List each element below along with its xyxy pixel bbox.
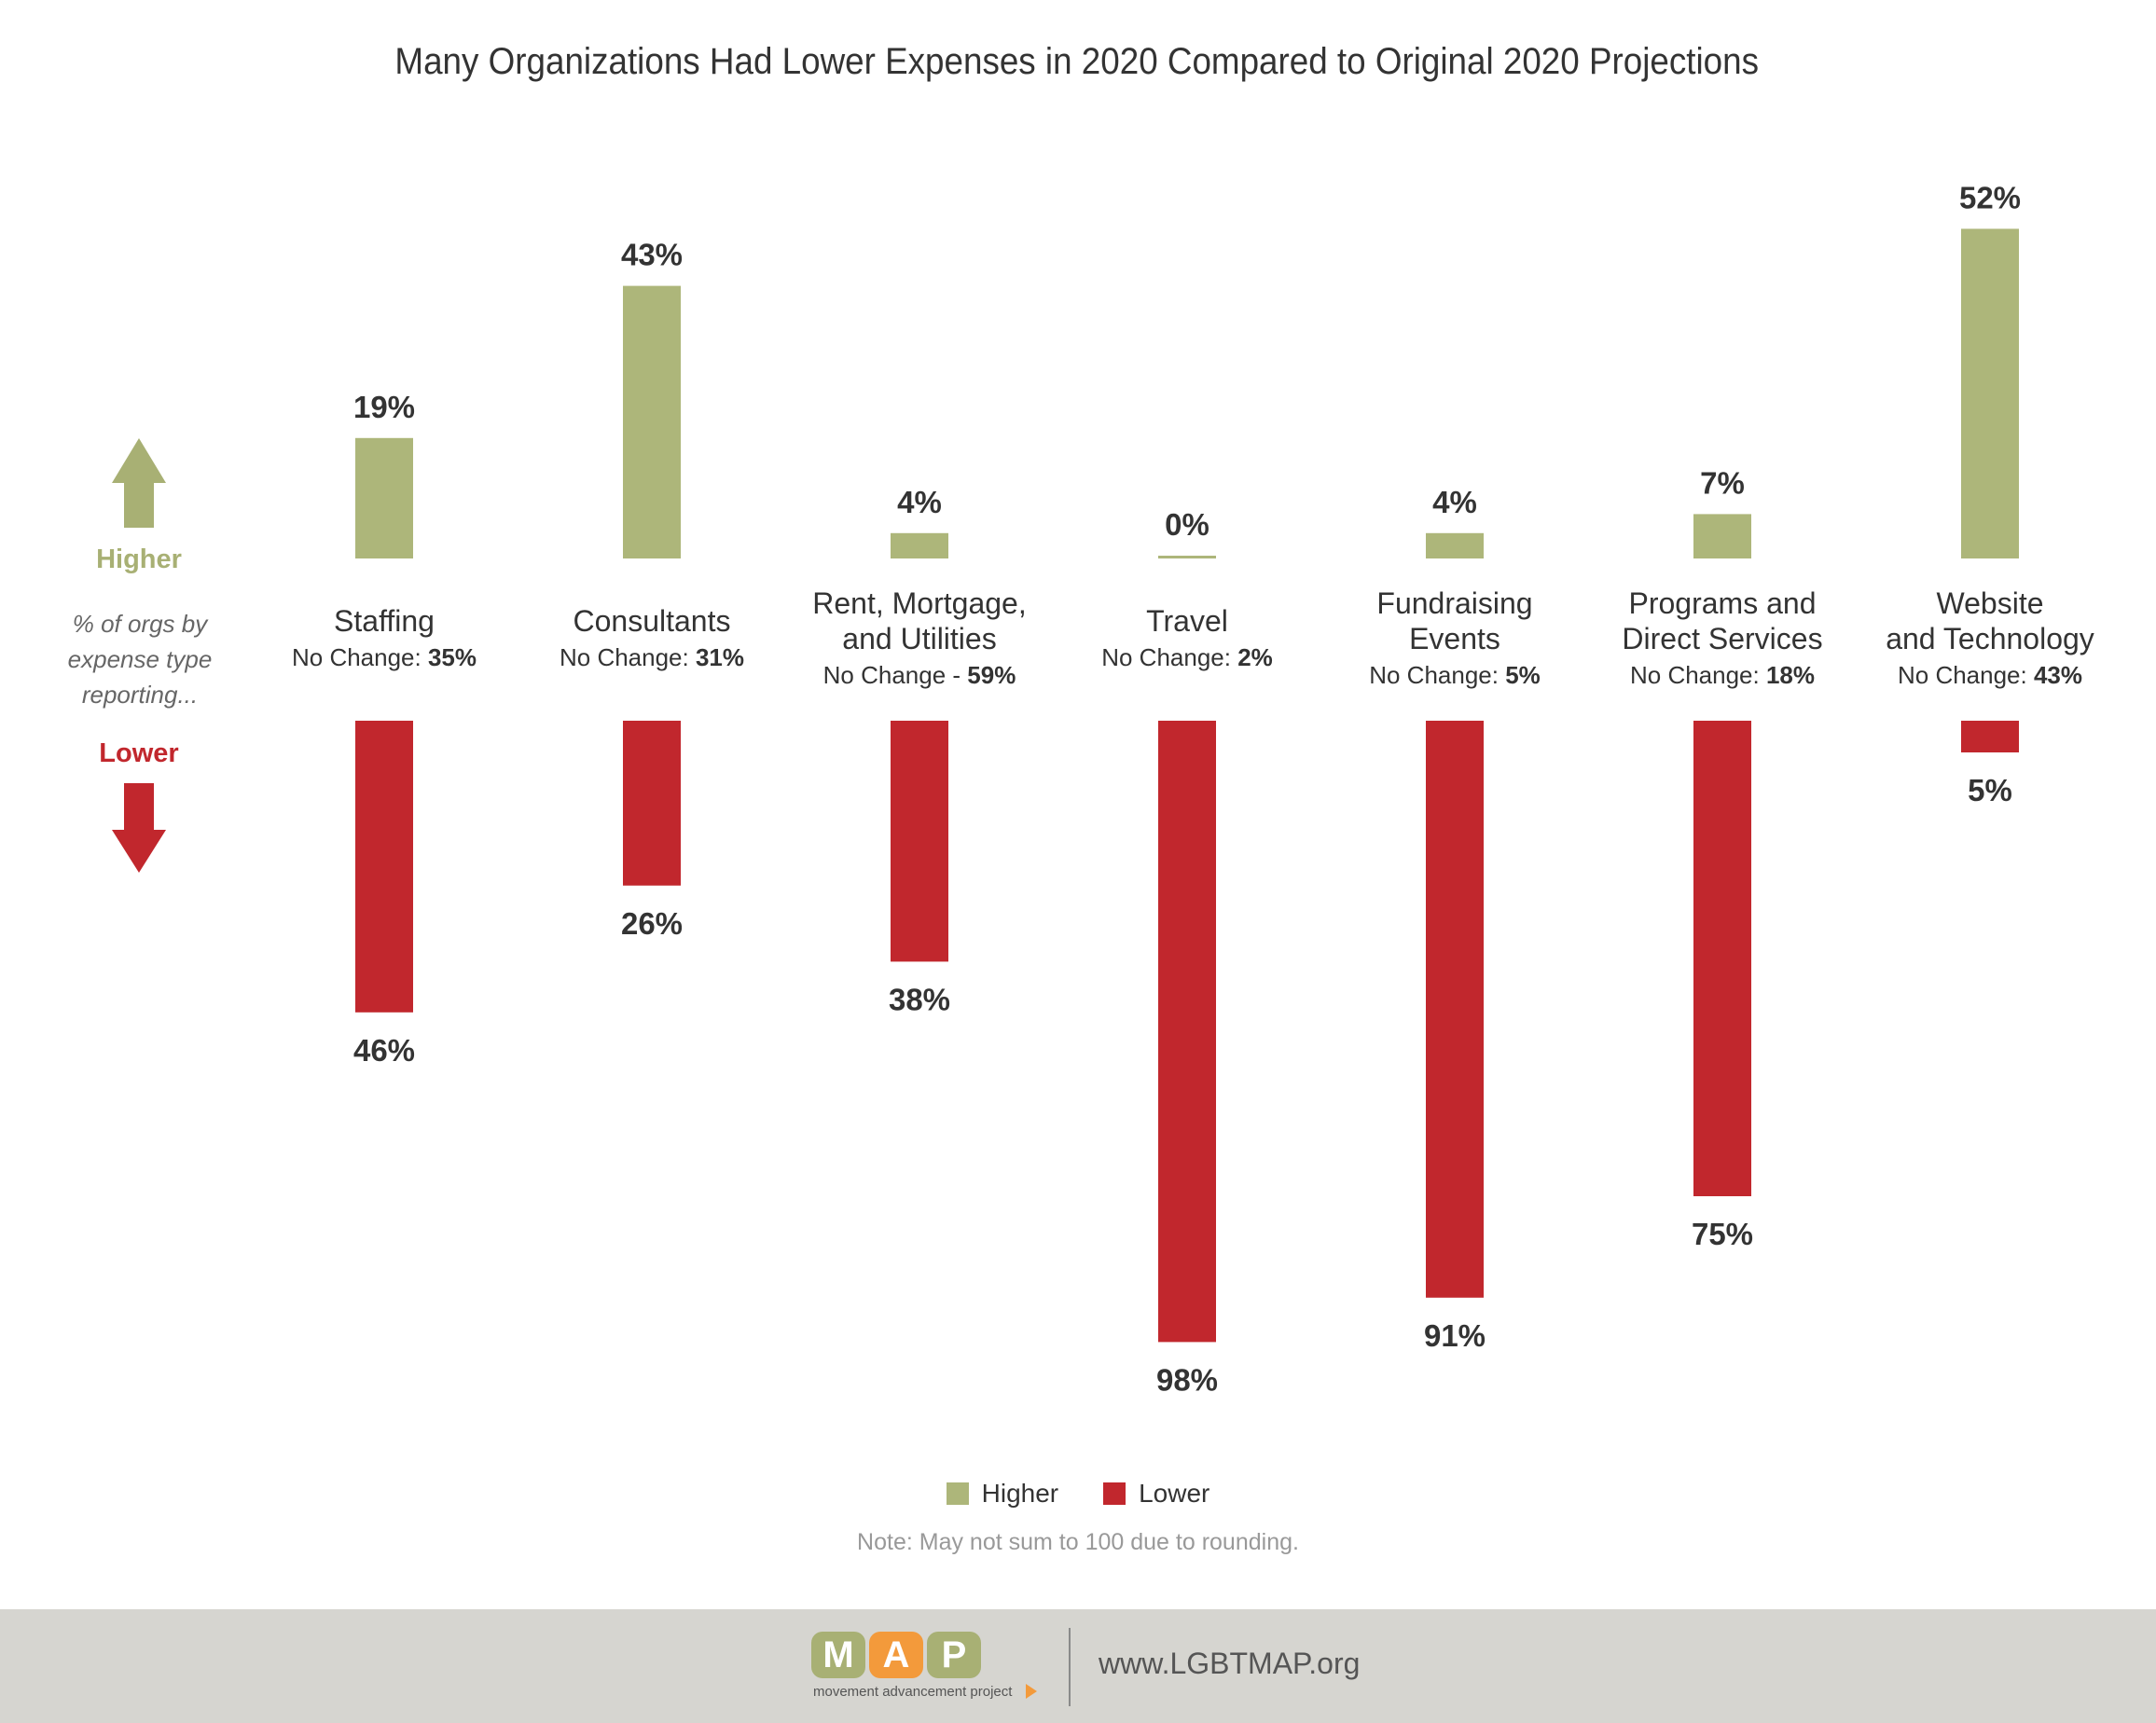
category-label-travel: Travel bbox=[1146, 604, 1228, 638]
down-arrow-icon bbox=[112, 783, 166, 873]
map-logo: M A P movement advancement project bbox=[811, 1632, 1044, 1706]
bar-higher-consultants bbox=[623, 285, 681, 558]
legend: Higher Lower bbox=[0, 1475, 2156, 1512]
legend-item-lower: Lower bbox=[1103, 1479, 1209, 1509]
label-higher-travel: 0% bbox=[1165, 507, 1209, 542]
label-lower-travel: 98% bbox=[1156, 1362, 1218, 1397]
category-label-rent-mortgage-and-utilities: Rent, Mortgage, bbox=[812, 586, 1026, 620]
category-label-rent-mortgage-and-utilities: and Utilities bbox=[842, 622, 996, 655]
bar-lower-staffing bbox=[355, 721, 413, 1013]
label-higher-rent-mortgage-and-utilities: 4% bbox=[897, 485, 942, 519]
category-label-programs-and-direct-services: Direct Services bbox=[1622, 622, 1822, 655]
no-change-staffing: No Change: 35% bbox=[292, 643, 477, 671]
label-higher-consultants: 43% bbox=[621, 238, 683, 272]
bar-lower-fundraising-events bbox=[1426, 721, 1484, 1298]
category-label-website-and-technology: and Technology bbox=[1886, 622, 2094, 655]
label-lower-fundraising-events: 91% bbox=[1424, 1318, 1486, 1353]
legend-label-higher: Higher bbox=[981, 1479, 1059, 1508]
no-change-website-and-technology: No Change: 43% bbox=[1898, 661, 2082, 689]
label-lower-rent-mortgage-and-utilities: 38% bbox=[889, 982, 950, 1016]
footer-url: www.LGBTMAP.org bbox=[1099, 1647, 1361, 1680]
bars-layer: 19% 46% Staffing No Change: 35% 43% 26% Consul… bbox=[292, 180, 2094, 1397]
label-higher-staffing: 19% bbox=[353, 390, 415, 424]
no-change-rent-mortgage-and-utilities: No Change - 59% bbox=[823, 661, 1016, 689]
side-axis-note: % of orgs by expense type reporting... bbox=[67, 610, 213, 709]
bar-lower-programs-and-direct-services bbox=[1693, 721, 1751, 1196]
no-change-travel: No Change: 2% bbox=[1101, 643, 1273, 671]
logo-tagline: movement advancement project bbox=[813, 1684, 1013, 1700]
bar-lower-website-and-technology bbox=[1961, 721, 2019, 752]
side-label-lower: Lower bbox=[99, 738, 179, 768]
category-label-programs-and-direct-services: Programs and bbox=[1629, 586, 1817, 620]
footer-divider bbox=[1069, 1628, 1071, 1706]
logo-arrow-icon bbox=[1026, 1684, 1037, 1699]
footer: M A P movement advancement project www.L… bbox=[0, 1609, 2156, 1723]
logo-letter-p: P bbox=[927, 1632, 981, 1678]
legend-swatch-higher bbox=[946, 1482, 969, 1505]
side-arrows bbox=[112, 438, 166, 873]
no-change-fundraising-events: No Change: 5% bbox=[1369, 661, 1541, 689]
side-label-higher: Higher bbox=[96, 544, 182, 574]
bar-lower-rent-mortgage-and-utilities bbox=[891, 721, 948, 962]
bar-lower-travel bbox=[1158, 721, 1216, 1343]
chart-title: Many Organizations Had Lower Expenses in… bbox=[394, 41, 1760, 82]
category-label-staffing: Staffing bbox=[334, 604, 435, 638]
logo-letter-a: A bbox=[869, 1632, 923, 1678]
bar-higher-staffing bbox=[355, 437, 413, 558]
category-label-consultants: Consultants bbox=[574, 604, 731, 638]
logo-letter-m: M bbox=[811, 1632, 865, 1678]
bar-higher-website-and-technology bbox=[1961, 228, 2019, 558]
rounding-note: Note: May not sum to 100 due to rounding… bbox=[857, 1529, 1299, 1555]
category-label-fundraising-events: Fundraising bbox=[1376, 586, 1532, 620]
label-lower-programs-and-direct-services: 75% bbox=[1692, 1217, 1753, 1251]
label-higher-website-and-technology: 52% bbox=[1959, 180, 2021, 214]
category-label-website-and-technology: Website bbox=[1936, 586, 2043, 620]
bar-higher-fundraising-events bbox=[1426, 532, 1484, 558]
bar-lower-consultants bbox=[623, 721, 681, 886]
label-lower-staffing: 46% bbox=[353, 1033, 415, 1068]
legend-swatch-lower bbox=[1103, 1482, 1126, 1505]
bar-higher-rent-mortgage-and-utilities bbox=[891, 532, 948, 558]
bar-chart: 19% 46% Staffing No Change: 35% 43% 26% Consul… bbox=[112, 180, 2094, 1397]
label-higher-fundraising-events: 4% bbox=[1432, 485, 1477, 519]
category-label-fundraising-events: Events bbox=[1409, 622, 1500, 655]
label-lower-consultants: 26% bbox=[621, 906, 683, 941]
legend-item-higher: Higher bbox=[946, 1479, 1059, 1509]
no-change-programs-and-direct-services: No Change: 18% bbox=[1630, 661, 1815, 689]
up-arrow-icon bbox=[112, 438, 166, 528]
label-higher-programs-and-direct-services: 7% bbox=[1700, 465, 1745, 500]
no-change-consultants: No Change: 31% bbox=[560, 643, 744, 671]
label-lower-website-and-technology: 5% bbox=[1968, 773, 2012, 807]
bar-higher-travel bbox=[1158, 556, 1216, 558]
bar-higher-programs-and-direct-services bbox=[1693, 514, 1751, 558]
legend-label-lower: Lower bbox=[1139, 1479, 1210, 1508]
